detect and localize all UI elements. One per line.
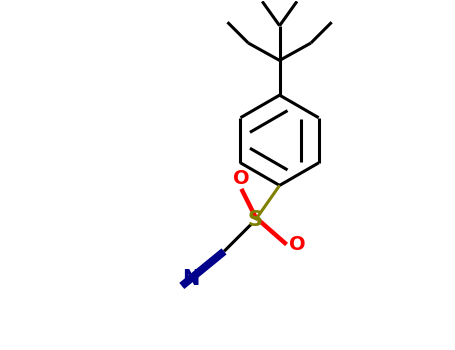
Text: O: O (233, 169, 250, 188)
Text: O: O (288, 235, 305, 254)
Text: N: N (182, 269, 199, 289)
Text: S: S (248, 210, 263, 230)
